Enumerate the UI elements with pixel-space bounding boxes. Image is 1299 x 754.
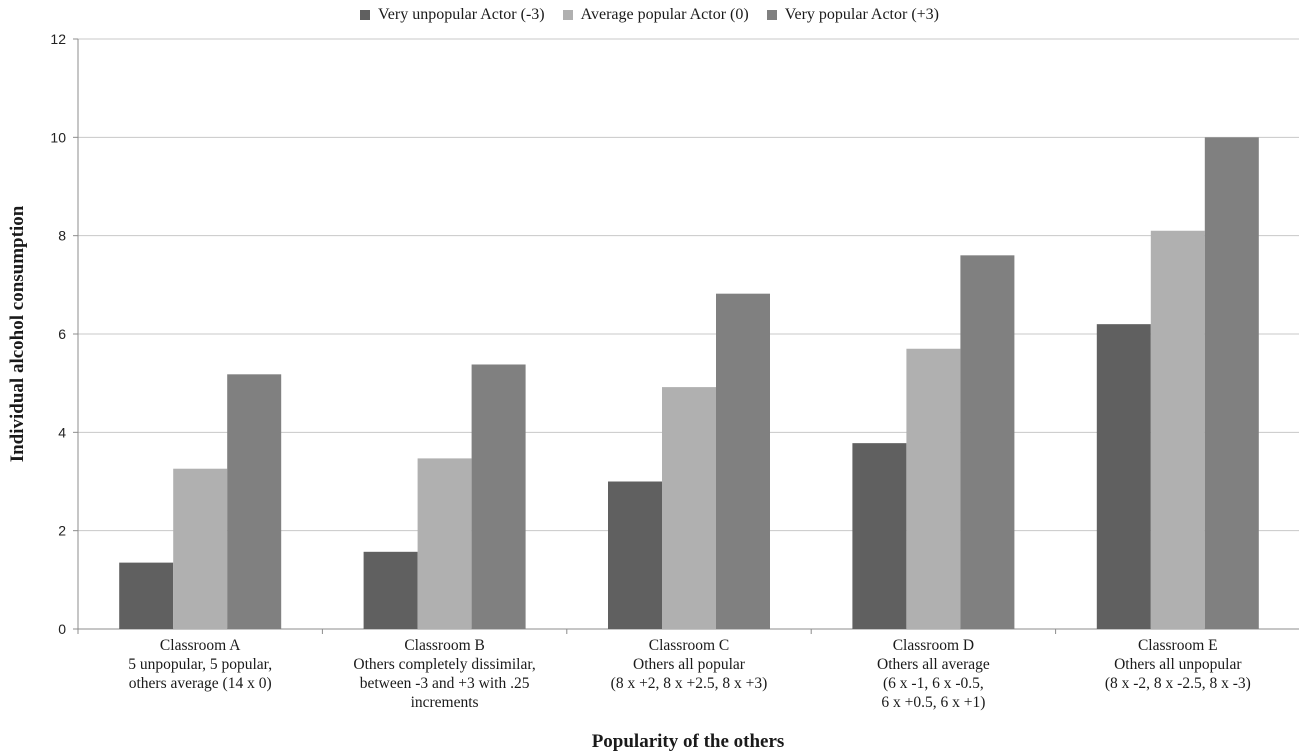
x-category-label-e: Classroom E Others all unpopular (8 x -2, … — [1063, 636, 1293, 693]
legend-label-very-popular: Very popular Actor (+3) — [784, 6, 939, 23]
legend: Very unpopular Actor (-3) Average popula… — [0, 6, 1299, 24]
x-category-label-line: 5 unpopular, 5 popular, — [128, 656, 273, 673]
x-category-label-line: Classroom D — [892, 637, 975, 654]
x-category-label-c: Classroom C Others all popular (8 x +2, 8 … — [574, 636, 804, 693]
legend-item-very-popular: Very popular Actor (+3) — [766, 6, 939, 24]
bar-average-popular-a — [173, 468, 228, 629]
x-category-label-line: (6 x -1, 6 x -0.5, — [883, 675, 984, 692]
bar-very-popular-b — [471, 364, 526, 629]
x-category-label-line: Classroom A — [159, 637, 241, 654]
legend-swatch-average-popular — [562, 10, 573, 20]
legend-item-average-popular: Average popular Actor (0) — [562, 6, 749, 24]
bar-very-popular-a — [227, 374, 282, 629]
y-tick-label: 2 — [58, 523, 66, 539]
bar-very-unpopular-c — [608, 481, 662, 629]
x-category-label-line: between -3 and +3 with .25 — [359, 675, 530, 692]
x-category-label-line: Others completely dissimilar, — [353, 656, 536, 673]
legend-item-very-unpopular: Very unpopular Actor (-3) — [359, 6, 545, 24]
y-tick-label: 4 — [58, 424, 66, 440]
legend-label-average-popular: Average popular Actor (0) — [580, 6, 749, 23]
x-category-label-line: 6 x +0.5, 6 x +1) — [881, 694, 986, 711]
bar-very-popular-d — [960, 255, 1015, 630]
x-category-label-line: others average (14 x 0) — [128, 675, 272, 692]
y-tick-label: 0 — [58, 621, 66, 637]
x-category-label-line: increments — [410, 694, 479, 711]
bar-average-popular-e — [1150, 230, 1205, 629]
x-category-label-line: (8 x +2, 8 x +2.5, 8 x +3) — [610, 675, 768, 692]
x-category-label-line: Classroom C — [648, 637, 730, 654]
x-category-label-line: Classroom B — [404, 637, 485, 654]
x-category-label-line: Others all popular — [633, 656, 745, 673]
bar-average-popular-c — [662, 387, 716, 629]
bar-very-unpopular-d — [852, 443, 907, 629]
legend-swatch-very-unpopular — [359, 10, 370, 20]
legend-swatch-very-popular — [766, 10, 777, 20]
y-tick-label: 10 — [50, 129, 66, 145]
bar-very-unpopular-b — [363, 551, 418, 629]
y-tick-label: 6 — [58, 326, 66, 342]
bar-very-popular-e — [1204, 137, 1259, 630]
x-category-label-line: Classroom E — [1137, 637, 1218, 654]
x-category-label-d: Classroom D Others all average (6 x -1, 6 … — [818, 636, 1048, 712]
bar-very-popular-c — [716, 293, 770, 629]
x-axis-title: Popularity of the others — [591, 731, 785, 752]
x-category-label-b: Classroom B Others completely dissimilar,… — [330, 636, 560, 712]
bar-very-unpopular-a — [119, 562, 174, 629]
bar-average-popular-d — [906, 348, 961, 629]
legend-label-very-unpopular: Very unpopular Actor (-3) — [377, 6, 545, 23]
y-tick-label: 8 — [58, 228, 66, 244]
x-category-label-line: Others all average — [877, 656, 990, 673]
bar-very-unpopular-e — [1096, 324, 1151, 629]
x-category-label-a: Classroom A 5 unpopular, 5 popular, others… — [85, 636, 315, 693]
y-axis-title: Individual alcohol consumption — [7, 205, 28, 463]
x-category-label-line: Others all unpopular — [1114, 656, 1242, 673]
y-tick-label: 12 — [50, 31, 66, 47]
bar-average-popular-b — [417, 458, 472, 629]
x-category-label-line: (8 x -2, 8 x -2.5, 8 x -3) — [1104, 675, 1251, 692]
